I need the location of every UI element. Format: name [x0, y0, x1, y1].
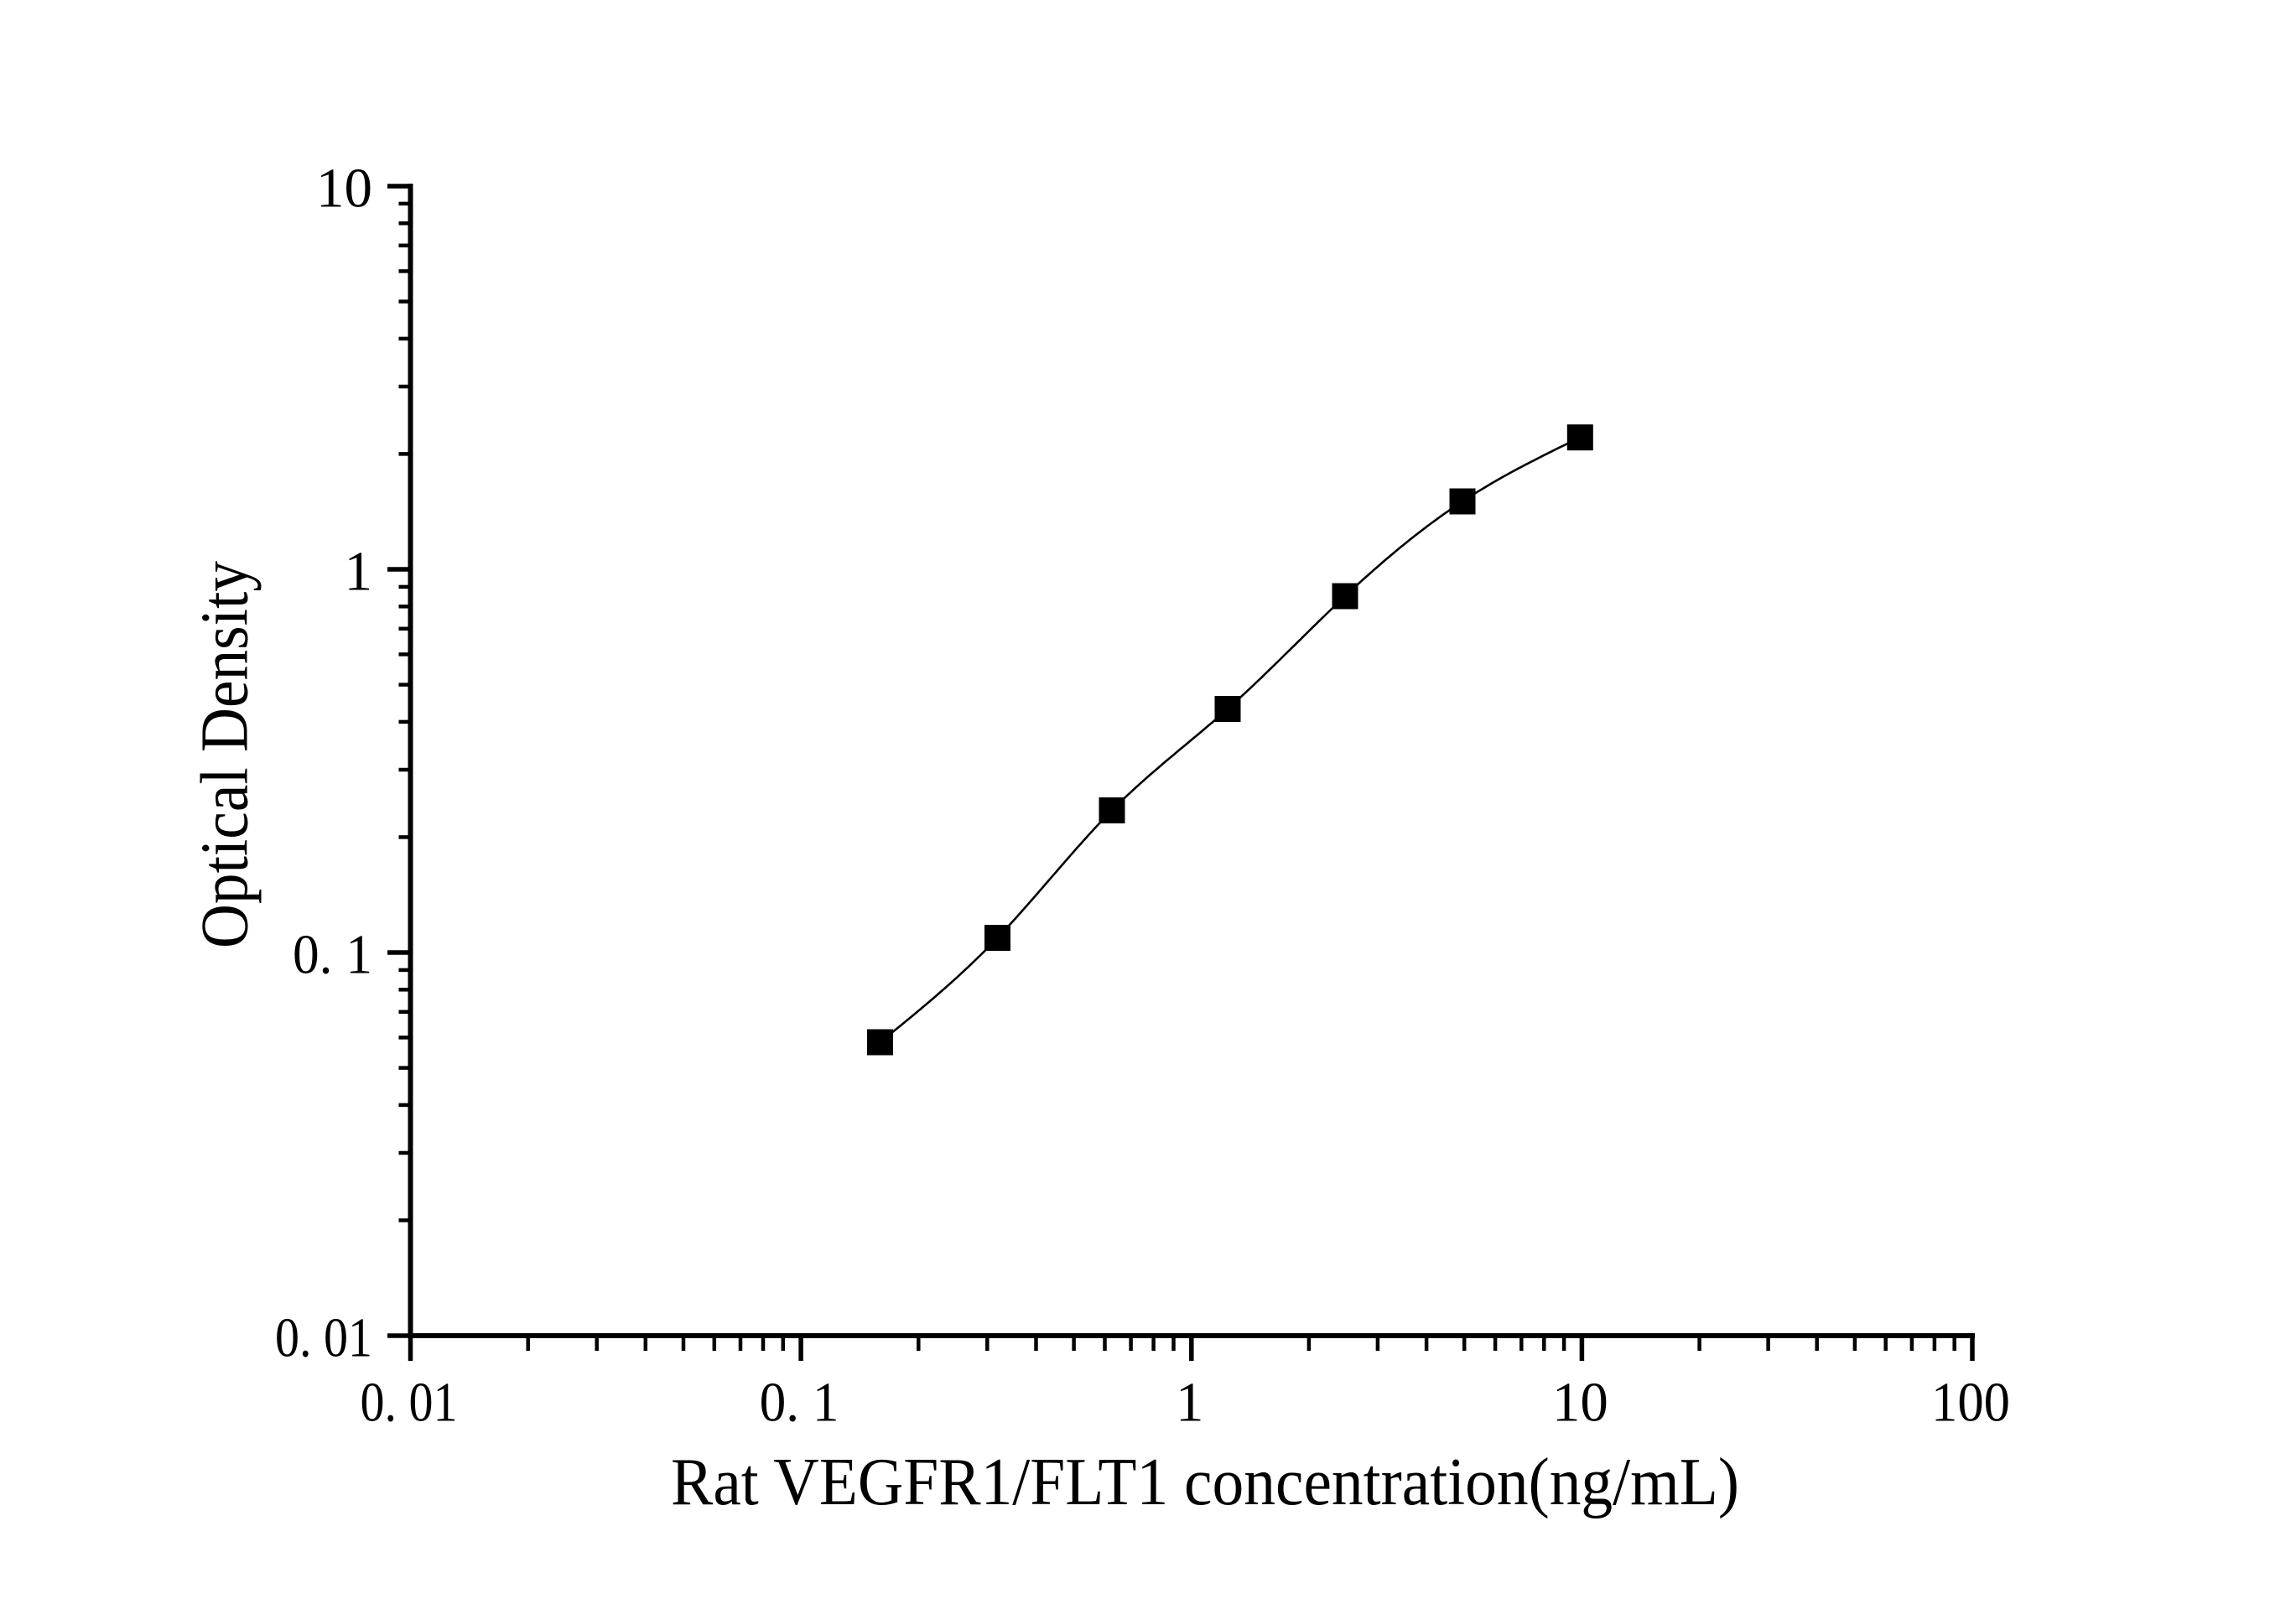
svg-text:0. 01: 0. 01 [361, 1372, 458, 1434]
svg-text:0. 1: 0. 1 [293, 924, 372, 986]
svg-text:10: 10 [316, 158, 372, 220]
svg-text:Rat VEGFR1/FLT1 concentration(: Rat VEGFR1/FLT1 concentration(ng/mL) [671, 1444, 1739, 1519]
svg-text:1: 1 [345, 541, 373, 603]
svg-text:1: 1 [1176, 1372, 1204, 1434]
svg-text:0. 01: 0. 01 [275, 1307, 372, 1369]
svg-text:10: 10 [1552, 1372, 1608, 1434]
svg-text:100: 100 [1931, 1372, 2010, 1434]
svg-text:Optical Density: Optical Density [187, 561, 262, 948]
svg-text:0. 1: 0. 1 [760, 1372, 839, 1434]
